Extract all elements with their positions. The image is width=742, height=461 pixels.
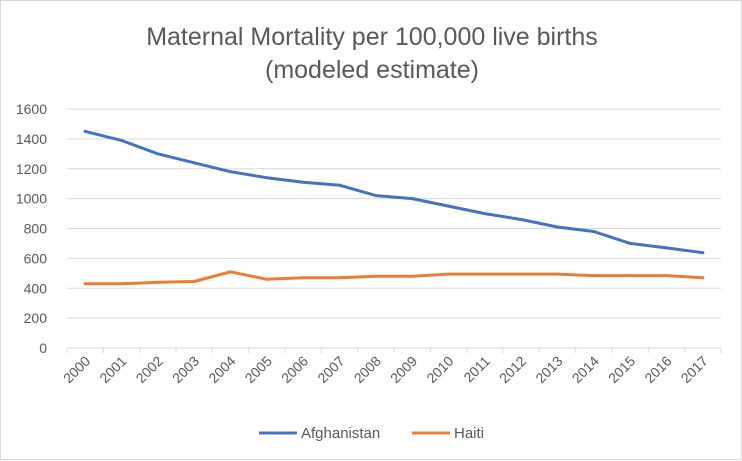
data-point-afghanistan <box>83 129 87 133</box>
legend-label-afghanistan: Afghanistan <box>301 425 380 442</box>
x-tick-label: 2017 <box>678 353 711 386</box>
chart-title-line-2: (modeled estimate) <box>265 56 479 84</box>
data-point-haiti <box>192 280 196 284</box>
data-point-afghanistan <box>665 246 668 250</box>
data-point-haiti <box>156 280 160 284</box>
y-tick-label: 0 <box>39 340 47 356</box>
x-tick-label: 2008 <box>351 353 384 386</box>
y-tick-label: 200 <box>24 310 48 326</box>
data-point-afghanistan <box>447 204 450 208</box>
y-tick-label: 1200 <box>16 161 47 177</box>
data-point-haiti <box>410 274 414 278</box>
data-point-afghanistan <box>156 152 160 156</box>
series-line-afghanistan <box>83 129 705 255</box>
data-point-afghanistan <box>229 170 232 174</box>
data-point-afghanistan <box>556 225 559 229</box>
data-point-haiti <box>229 270 232 274</box>
data-point-haiti <box>374 274 378 278</box>
x-axis: 2000 2001 2002 2003 2004 2005 2006 2007 2008 2009… <box>60 348 722 386</box>
data-point-afghanistan <box>410 197 414 201</box>
data-point-afghanistan <box>301 180 305 184</box>
data-point-afghanistan <box>338 183 341 187</box>
x-tick-label: 2009 <box>387 353 420 386</box>
data-point-afghanistan <box>374 194 378 198</box>
x-tick-label: 2016 <box>641 353 674 386</box>
y-tick-label: 800 <box>24 221 48 237</box>
chart-title-line-1: Maternal Mortality per 100,000 live birt… <box>146 23 598 51</box>
x-tick-label: 2013 <box>532 353 565 386</box>
data-point-afghanistan <box>701 251 705 255</box>
data-point-haiti <box>265 277 269 281</box>
data-point-afghanistan <box>192 161 196 165</box>
data-point-haiti <box>519 272 523 276</box>
x-tick-label: 2006 <box>278 353 311 386</box>
chart-title: Maternal Mortality per 100,000 live birt… <box>146 23 598 84</box>
data-point-haiti <box>120 282 123 286</box>
y-axis: 0 200 400 600 800 1000 1200 1400 1600 <box>16 101 47 356</box>
x-tick-label: 2000 <box>60 353 93 386</box>
data-point-haiti <box>665 274 668 278</box>
data-series <box>83 129 705 286</box>
data-point-afghanistan <box>628 241 632 245</box>
data-point-afghanistan <box>120 138 123 142</box>
x-tick-label: 2002 <box>133 353 166 386</box>
data-point-haiti <box>701 276 705 280</box>
y-tick-label: 600 <box>24 250 48 266</box>
x-tick-label: 2001 <box>96 353 129 386</box>
x-tick-label: 2014 <box>569 353 602 386</box>
legend-label-haiti: Haiti <box>454 425 484 442</box>
data-point-haiti <box>628 274 632 278</box>
data-point-afghanistan <box>483 212 487 216</box>
gridlines <box>67 108 721 349</box>
y-tick-label: 1400 <box>16 131 47 147</box>
x-tick-label: 2011 <box>460 353 493 386</box>
data-point-haiti <box>83 282 87 286</box>
y-tick-label: 1000 <box>16 191 47 207</box>
data-point-afghanistan <box>519 218 523 222</box>
legend: Afghanistan Haiti <box>259 425 484 442</box>
data-point-afghanistan <box>265 176 269 180</box>
data-point-haiti <box>592 274 596 278</box>
x-tick-label: 2005 <box>242 353 275 386</box>
x-tick-label: 2010 <box>423 353 456 386</box>
data-point-haiti <box>483 272 487 276</box>
data-point-haiti <box>301 276 305 280</box>
data-point-haiti <box>447 272 450 276</box>
x-tick-label: 2012 <box>496 353 529 386</box>
data-point-haiti <box>338 276 341 280</box>
series-line-haiti <box>83 270 705 286</box>
x-tick-label: 2003 <box>169 353 202 386</box>
y-tick-label: 1600 <box>16 101 47 117</box>
x-tick-label: 2007 <box>314 353 347 386</box>
y-tick-label: 400 <box>24 280 48 296</box>
data-point-haiti <box>556 272 559 276</box>
x-tick-label: 2004 <box>205 353 238 386</box>
x-tick-label: 2015 <box>605 353 638 386</box>
data-point-afghanistan <box>592 229 596 233</box>
